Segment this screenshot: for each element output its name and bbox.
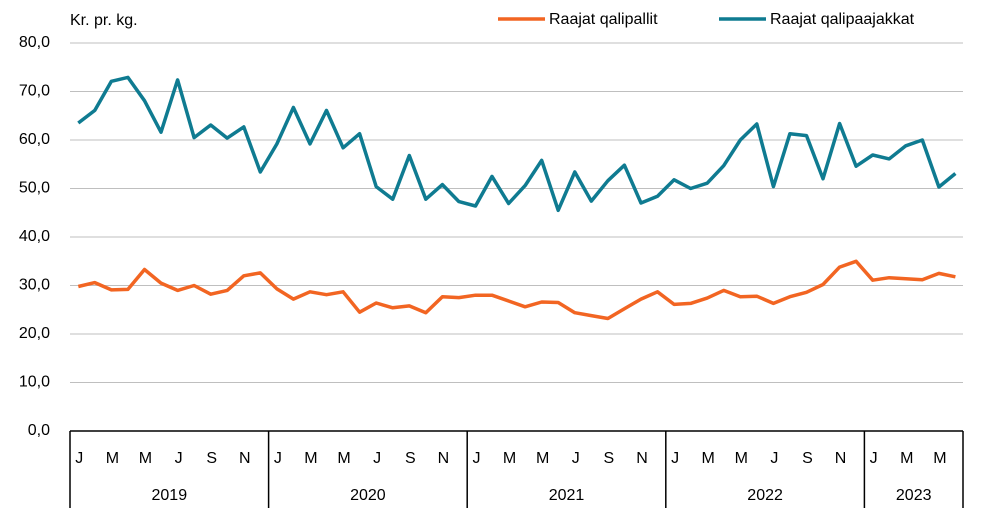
x-tick-label: S	[604, 450, 615, 467]
year-label: 2022	[747, 487, 783, 504]
x-tick-label: M	[933, 450, 946, 467]
y-tick-label: 10,0	[19, 374, 50, 391]
x-tick-label: N	[239, 450, 251, 467]
x-tick-label: N	[835, 450, 847, 467]
x-tick-label: J	[671, 450, 679, 467]
x-tick-label: S	[405, 450, 416, 467]
x-tick-label: J	[373, 450, 381, 467]
y-tick-label: 0,0	[28, 422, 50, 439]
x-tick-label: M	[139, 450, 152, 467]
year-label: 2020	[350, 487, 386, 504]
legend-label: Raajat qalipaajakkat	[770, 11, 915, 28]
y-tick-label: 40,0	[19, 228, 50, 245]
x-tick-label: N	[438, 450, 450, 467]
x-tick-label: J	[572, 450, 580, 467]
x-tick-label: J	[175, 450, 183, 467]
y-tick-label: 80,0	[19, 34, 50, 51]
x-tick-label: M	[337, 450, 350, 467]
year-label: 2019	[152, 487, 188, 504]
x-tick-label: M	[304, 450, 317, 467]
year-label: 2023	[896, 487, 932, 504]
x-tick-label: J	[75, 450, 83, 467]
x-tick-label: M	[536, 450, 549, 467]
y-tick-label: 50,0	[19, 180, 50, 197]
x-tick-label: M	[702, 450, 715, 467]
y-axis-label: Kr. pr. kg.	[70, 12, 138, 29]
line-series	[77, 75, 957, 213]
x-tick-label: J	[274, 450, 282, 467]
legend-label: Raajat qalipallit	[549, 11, 658, 28]
x-tick-label: J	[870, 450, 878, 467]
y-tick-label: 70,0	[19, 83, 50, 100]
year-label: 2021	[549, 487, 585, 504]
x-tick-label: N	[636, 450, 648, 467]
y-tick-label: 20,0	[19, 325, 50, 342]
x-tick-label: S	[802, 450, 813, 467]
x-tick-label: M	[900, 450, 913, 467]
line-series	[77, 259, 956, 321]
x-tick-label: J	[770, 450, 778, 467]
x-tick-label: M	[735, 450, 748, 467]
x-tick-label: S	[206, 450, 217, 467]
y-tick-label: 30,0	[19, 277, 50, 294]
x-tick-label: J	[472, 450, 480, 467]
x-tick-label: M	[503, 450, 516, 467]
x-tick-label: M	[106, 450, 119, 467]
y-tick-label: 60,0	[19, 131, 50, 148]
